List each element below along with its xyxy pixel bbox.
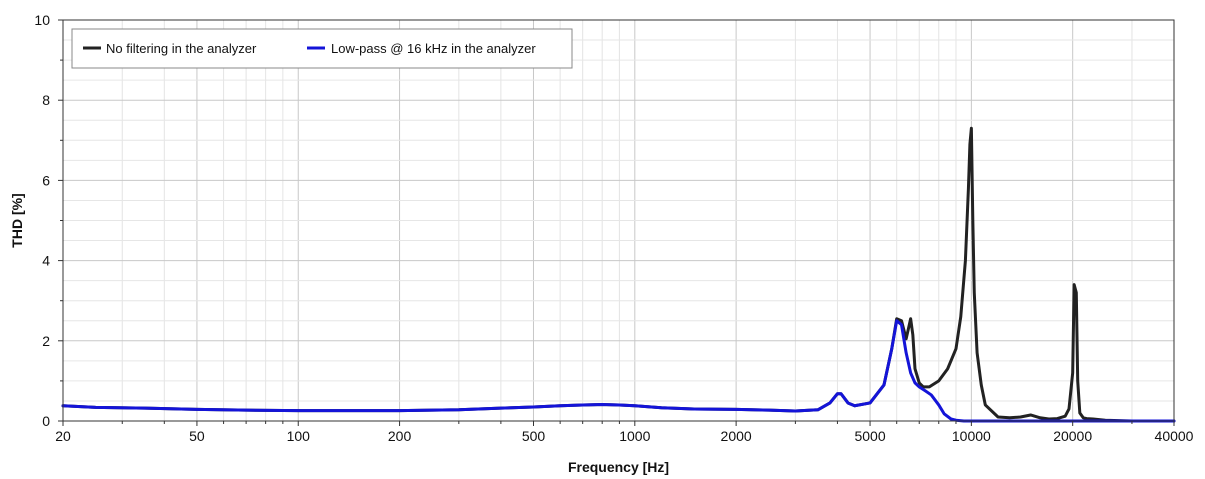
x-tick-label: 20000: [1053, 428, 1092, 444]
x-tick-label: 100: [287, 428, 311, 444]
y-tick-label: 10: [34, 12, 50, 28]
x-tick-label: 50: [189, 428, 205, 444]
legend: No filtering in the analyzer Low-pass @ …: [71, 28, 573, 69]
y-axis-ticks: 0 2 4 6 8 10: [34, 12, 63, 429]
x-axis-ticks: 20 50 100 200 500 1000 2000 5000 10000 20000 40000: [55, 421, 1194, 444]
x-tick-label: 40000: [1155, 428, 1194, 444]
y-tick-label: 6: [42, 172, 50, 188]
x-tick-label: 2000: [721, 428, 752, 444]
y-tick-label: 4: [42, 253, 50, 269]
x-tick-label: 500: [522, 428, 546, 444]
y-axis-title: THD [%]: [9, 193, 25, 247]
series-line-1: [61, 319, 1176, 423]
series-layer: [61, 126, 1176, 423]
x-axis-title: Frequency [Hz]: [568, 459, 669, 475]
x-tick-label: 200: [388, 428, 412, 444]
legend-label-low-pass: Low-pass @ 16 kHz in the analyzer: [331, 41, 536, 56]
y-tick-label: 0: [42, 413, 50, 429]
x-tick-label: 10000: [952, 428, 991, 444]
x-tick-label: 1000: [619, 428, 650, 444]
series-line-0: [61, 126, 1176, 423]
y-tick-label: 8: [42, 92, 50, 108]
legend-label-no-filtering: No filtering in the analyzer: [106, 41, 257, 56]
y-tick-label: 2: [42, 333, 50, 349]
x-tick-label: 20: [55, 428, 71, 444]
grid: [62, 19, 1175, 422]
x-tick-label: 5000: [854, 428, 885, 444]
